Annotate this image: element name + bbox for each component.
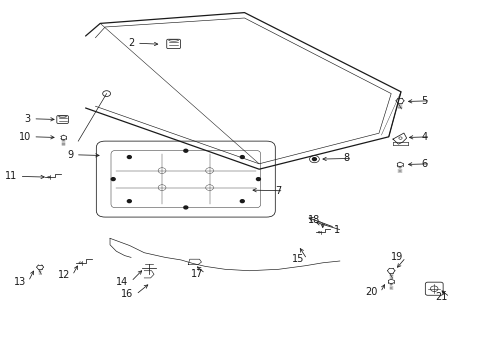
Text: 2: 2 [128, 38, 134, 48]
Circle shape [111, 178, 115, 181]
Text: 20: 20 [365, 287, 377, 297]
Text: 19: 19 [390, 252, 403, 262]
Text: 1: 1 [333, 225, 339, 235]
Text: 10: 10 [19, 132, 31, 142]
Text: 8: 8 [343, 153, 349, 163]
Circle shape [240, 156, 244, 158]
Text: 4: 4 [421, 132, 427, 142]
Text: 17: 17 [190, 269, 203, 279]
Text: 18: 18 [307, 215, 320, 225]
Text: 5: 5 [421, 96, 427, 106]
Circle shape [183, 206, 187, 209]
Circle shape [240, 200, 244, 203]
Text: 6: 6 [421, 159, 427, 169]
Circle shape [127, 200, 131, 203]
Circle shape [256, 178, 260, 181]
Text: 12: 12 [58, 270, 70, 280]
Text: 3: 3 [24, 114, 31, 124]
Text: 13: 13 [14, 276, 26, 287]
Circle shape [127, 156, 131, 158]
Text: 15: 15 [292, 254, 304, 264]
Text: 9: 9 [67, 150, 73, 160]
Circle shape [183, 149, 187, 152]
Text: 11: 11 [5, 171, 17, 181]
Text: 16: 16 [121, 289, 133, 300]
Text: 7: 7 [274, 186, 281, 196]
Circle shape [312, 158, 316, 161]
Text: 21: 21 [434, 292, 447, 302]
Text: 14: 14 [116, 276, 128, 287]
